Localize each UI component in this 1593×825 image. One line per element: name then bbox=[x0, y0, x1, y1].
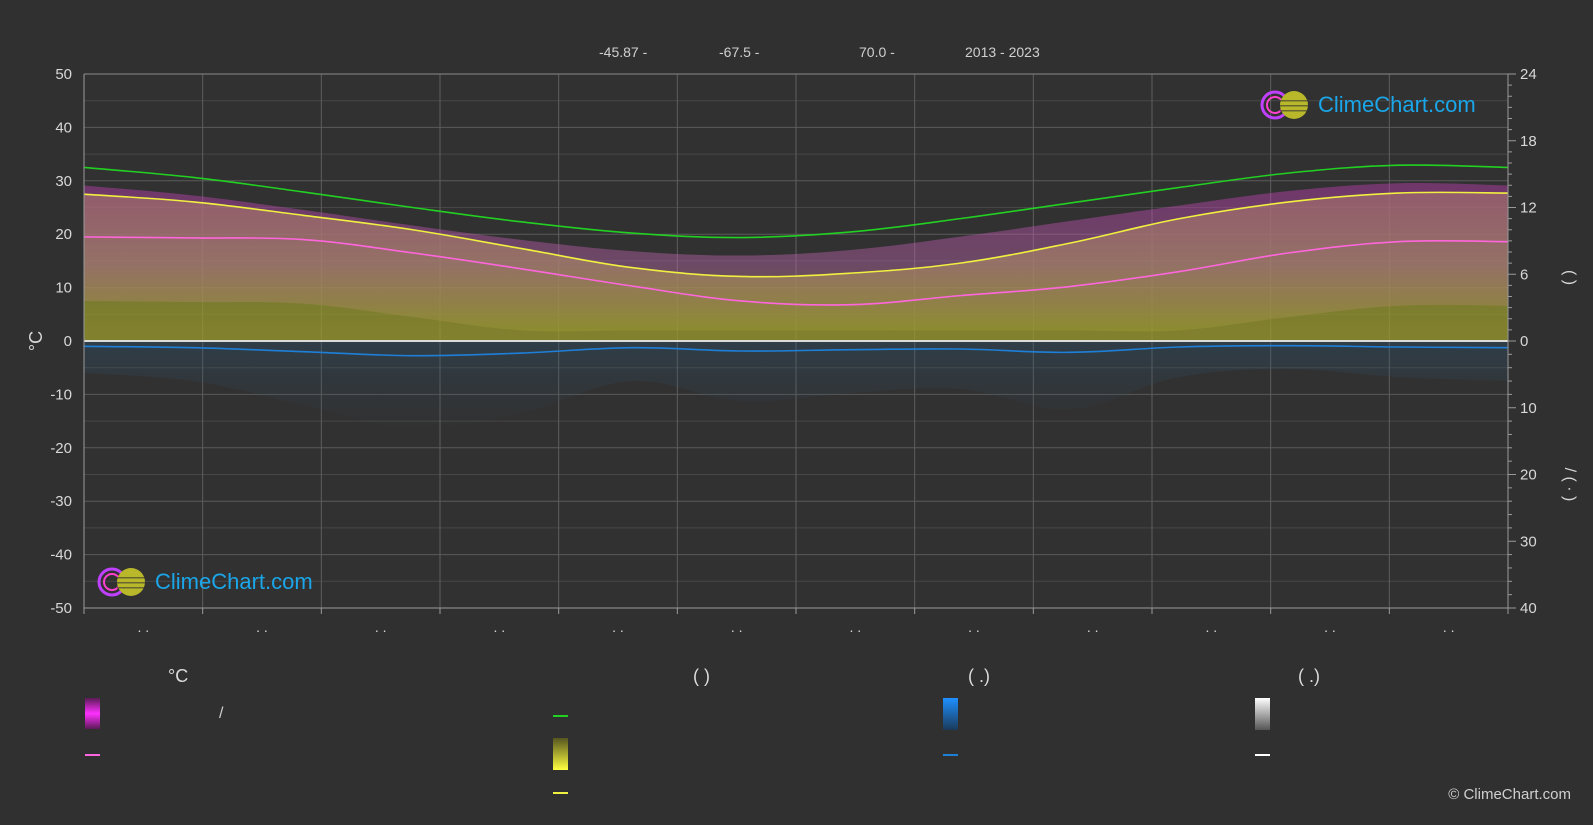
legend-swatch-temp-mean bbox=[85, 754, 100, 756]
precipitation-area bbox=[84, 341, 1508, 430]
month-tick-label: . . bbox=[1087, 619, 1099, 635]
legend-temperature-heading: °C bbox=[168, 666, 189, 686]
temperature-range-area bbox=[84, 183, 1508, 332]
month-tick-label: . . bbox=[731, 619, 743, 635]
legend-swatch-rain bbox=[943, 698, 958, 730]
legend-swatch-snow-mean bbox=[1255, 754, 1270, 756]
header-years: 2013 - 2023 bbox=[965, 44, 1040, 60]
logo-top-right: ClimeChart.com bbox=[1258, 88, 1476, 122]
right-top-tick-label: 6 bbox=[1520, 266, 1528, 283]
left-tick-label: -10 bbox=[50, 386, 72, 403]
chart-areas bbox=[84, 183, 1508, 430]
series-line-sunshine bbox=[83, 191, 1509, 278]
legend-swatch-snow bbox=[1255, 698, 1270, 730]
logo-text: ClimeChart.com bbox=[155, 569, 313, 594]
copyright: © ClimeChart.com bbox=[1448, 786, 1571, 803]
series-line-rain-mean bbox=[83, 344, 1509, 357]
month-tick-label: . . bbox=[1443, 619, 1455, 635]
series-line-temp-mean bbox=[83, 236, 1509, 306]
month-tick-label: . . bbox=[493, 619, 505, 635]
right-top-tick-label: 18 bbox=[1520, 133, 1537, 150]
right-bottom-axis-label: / ( · ) bbox=[1561, 468, 1578, 502]
left-axis-label: °C bbox=[26, 331, 46, 351]
left-tick-label: 20 bbox=[55, 226, 72, 243]
legend-swatch-daylight bbox=[553, 715, 568, 717]
left-tick-label: -30 bbox=[50, 493, 72, 510]
legend-swatches bbox=[85, 698, 1270, 794]
chart-lines bbox=[83, 164, 1509, 357]
month-tick-label: . . bbox=[375, 619, 387, 635]
left-tick-label: 10 bbox=[55, 280, 72, 297]
header-elevation: 70.0 - bbox=[859, 44, 895, 60]
month-tick-label: . . bbox=[849, 619, 861, 635]
right-bottom-tick-label: 20 bbox=[1520, 467, 1537, 484]
right-bottom-tick-label: 40 bbox=[1520, 600, 1537, 617]
axes: 50 40 30 20 10 0 -10 -20 -30 -40 -50 °C 24 18 12 6 0 10 20… bbox=[26, 66, 1578, 635]
climechart-logo-icon bbox=[97, 567, 145, 597]
right-top-axis-label: ( ) bbox=[1561, 270, 1578, 285]
legend-swatch-temp-band bbox=[85, 698, 100, 729]
legend-snow-heading: ( .) bbox=[1298, 666, 1320, 686]
left-tick-label: 0 bbox=[64, 333, 72, 350]
right-top-tick-label: 24 bbox=[1520, 66, 1537, 83]
month-tick-label: . . bbox=[1324, 619, 1336, 635]
legend-temp-range-label: / bbox=[219, 705, 224, 722]
left-tick-label: -40 bbox=[50, 547, 72, 564]
right-top-tick-label: 0 bbox=[1520, 333, 1528, 350]
legend-swatch-sunshine bbox=[553, 738, 568, 770]
right-bottom-tick-label: 30 bbox=[1520, 533, 1537, 550]
right-top-tick-label: 12 bbox=[1520, 200, 1537, 217]
left-tick-label: 50 bbox=[55, 66, 72, 83]
left-tick-label: 30 bbox=[55, 173, 72, 190]
left-tick-label: 40 bbox=[55, 119, 72, 136]
month-tick-label: . . bbox=[612, 619, 624, 635]
legend-rain-heading: ( .) bbox=[968, 666, 990, 686]
left-tick-label: -50 bbox=[50, 600, 72, 617]
logo-text: ClimeChart.com bbox=[1318, 92, 1476, 117]
month-tick-label: . . bbox=[137, 619, 149, 635]
legend-swatch-rain-mean bbox=[943, 754, 958, 756]
legend-sun-heading: ( ) bbox=[693, 666, 710, 686]
month-tick-label: . . bbox=[256, 619, 268, 635]
legend-swatch-sunshine-mean bbox=[553, 792, 568, 794]
logo-bottom-left: ClimeChart.com bbox=[95, 565, 313, 599]
series-line-daylight bbox=[83, 164, 1509, 239]
header-latitude: -45.87 - bbox=[599, 44, 648, 60]
month-tick-label: . . bbox=[968, 619, 980, 635]
month-tick-label: . . bbox=[1205, 619, 1217, 635]
right-bottom-tick-label: 10 bbox=[1520, 400, 1537, 417]
header-longitude: -67.5 - bbox=[719, 44, 760, 60]
left-tick-label: -20 bbox=[50, 440, 72, 457]
climechart-logo-icon bbox=[1260, 90, 1308, 120]
